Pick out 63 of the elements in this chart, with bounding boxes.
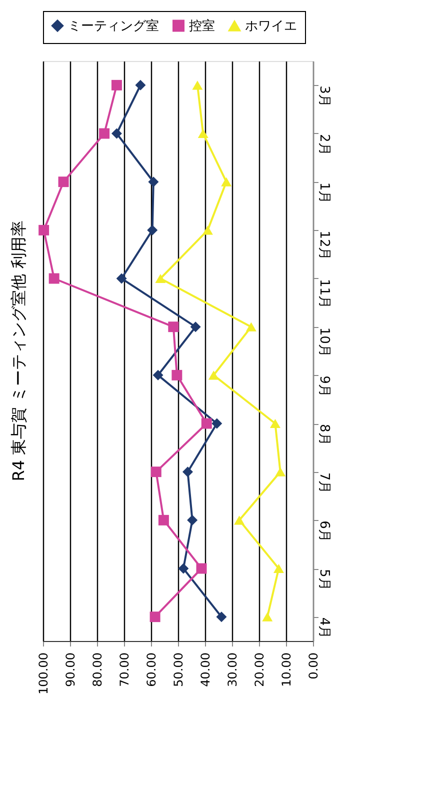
point (262, 612, 273, 622)
point (150, 466, 162, 478)
point (182, 466, 193, 478)
point (216, 612, 227, 622)
point (273, 564, 284, 574)
point (172, 370, 182, 380)
point (221, 177, 232, 186)
y-tick-label: 1月 (316, 182, 332, 204)
x-tick-label: 0.00 (306, 652, 320, 680)
y-tick-label: 12月 (316, 230, 332, 260)
y-tick-label: 3月 (316, 86, 332, 107)
legend-label: ホワイエ (245, 19, 297, 34)
x-tick-label: 70.00 (118, 652, 132, 687)
x-tick-label: 20.00 (252, 652, 266, 687)
point (192, 80, 203, 90)
x-tick-label: 60.00 (144, 652, 158, 687)
legend-label: ミーティング室 (68, 18, 159, 34)
point (212, 418, 222, 429)
point (190, 322, 201, 332)
x-tick-label: 10.00 (280, 652, 294, 687)
y-tick-label: 6月 (316, 520, 332, 542)
point (246, 322, 256, 332)
y-tick-label: 9月 (316, 376, 332, 397)
point (198, 128, 208, 138)
y-tick-label: 5月 (316, 569, 332, 590)
point (202, 226, 213, 235)
text: R4 東与賀 ミーティング室他 利用率 (9, 220, 28, 482)
point (135, 80, 146, 90)
y-tick-label: 2月 (316, 134, 332, 156)
x-tick-label: 100.00 (36, 652, 50, 694)
x-tick-label: 30.00 (226, 652, 240, 687)
point (58, 176, 69, 188)
x-tick-label: 80.00 (90, 652, 104, 687)
point (150, 612, 160, 622)
point (168, 322, 179, 332)
legend-label: 控室 (189, 18, 215, 34)
y-tick-label: 10月 (316, 327, 332, 357)
point (187, 514, 198, 526)
x-tick-label: 90.00 (64, 652, 78, 687)
point (38, 224, 50, 236)
y-tick-label: 8月 (316, 424, 332, 446)
point (99, 128, 110, 139)
point (147, 224, 158, 236)
point (158, 514, 169, 526)
y-tick-label: 11月 (316, 279, 332, 309)
point (111, 128, 122, 139)
point (178, 563, 189, 574)
point (270, 418, 280, 428)
point (155, 274, 166, 284)
x-tick-label: 50.00 (172, 652, 186, 687)
x-tick-label: 40.00 (198, 652, 212, 687)
point (152, 370, 164, 380)
point (234, 516, 245, 525)
point (48, 273, 60, 284)
y-tick-label: 4月 (316, 617, 332, 639)
point (116, 273, 127, 284)
point (196, 563, 207, 574)
y-tick-label: 7月 (316, 472, 332, 494)
point (111, 80, 122, 90)
point (148, 176, 159, 188)
point (275, 467, 286, 476)
point (201, 418, 212, 429)
point (208, 370, 219, 380)
